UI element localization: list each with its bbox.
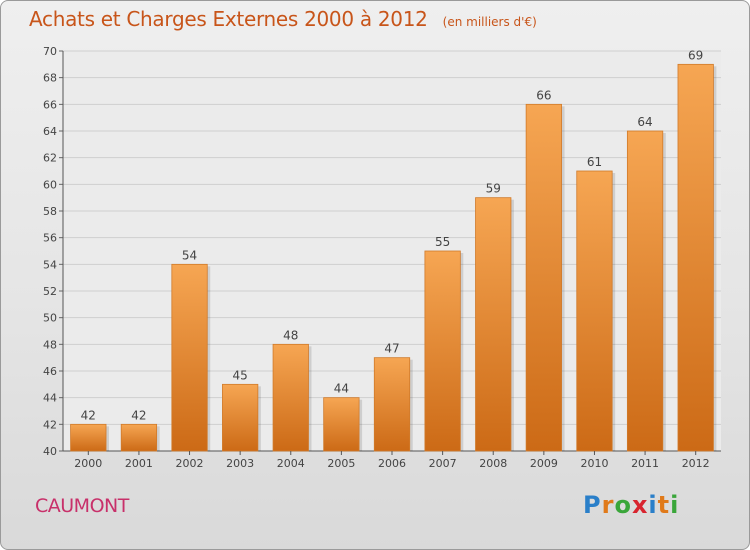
proxiti-logo: Proxiti (583, 491, 679, 519)
logo-letter: o (614, 491, 632, 519)
data-label: 69 (688, 48, 703, 62)
title-row: Achats et Charges Externes 2000 à 2012 (… (29, 7, 537, 31)
data-label: 54 (182, 248, 197, 262)
chart-title: Achats et Charges Externes 2000 à 2012 (29, 7, 428, 31)
bar (373, 357, 411, 452)
data-label: 66 (536, 88, 551, 102)
y-tick-label: 56 (43, 232, 57, 245)
logo-letter: r (601, 491, 615, 519)
commune-name: CAUMONT (35, 495, 129, 517)
data-label: 48 (283, 328, 298, 342)
logo-letter: P (583, 491, 602, 519)
x-tick-label: 2002 (176, 457, 204, 470)
y-tick-label: 62 (43, 152, 57, 165)
y-tick-label: 68 (43, 72, 57, 85)
bar (677, 63, 714, 452)
y-tick-label: 52 (43, 285, 57, 298)
bar (576, 170, 613, 452)
bar (424, 250, 461, 452)
logo-letter: x (631, 491, 649, 519)
y-tick-label: 70 (43, 45, 57, 58)
bar (70, 423, 107, 452)
data-label: 44 (334, 382, 349, 396)
logo-letter: t (657, 491, 671, 519)
data-label: 64 (637, 115, 652, 129)
x-tick-label: 2010 (580, 457, 608, 470)
bar (272, 343, 309, 452)
x-tick-label: 2006 (378, 457, 406, 470)
bar (222, 383, 259, 452)
y-tick-label: 64 (43, 125, 57, 138)
x-tick-label: 2005 (327, 457, 355, 470)
y-tick-label: 50 (43, 312, 57, 325)
x-tick-label: 2000 (74, 457, 102, 470)
bar (171, 263, 208, 452)
data-label: 55 (435, 235, 450, 249)
x-tick-label: 2009 (530, 457, 558, 470)
x-tick-label: 2001 (125, 457, 153, 470)
y-tick-label: 58 (43, 205, 57, 218)
x-tick-label: 2008 (479, 457, 507, 470)
bar (626, 130, 664, 452)
data-label: 45 (233, 368, 248, 382)
data-label: 61 (587, 155, 602, 169)
data-label: 59 (486, 182, 501, 196)
x-tick-label: 2012 (682, 457, 710, 470)
x-tick-label: 2004 (277, 457, 305, 470)
y-tick-label: 54 (43, 258, 57, 271)
bar (525, 103, 562, 452)
data-label: 42 (81, 408, 96, 422)
y-tick-label: 48 (43, 338, 57, 351)
data-label: 42 (131, 408, 146, 422)
y-tick-label: 46 (43, 365, 57, 378)
bar (323, 397, 360, 452)
x-tick-label: 2003 (226, 457, 254, 470)
y-tick-label: 40 (43, 445, 57, 458)
logo-letter: i (670, 491, 680, 519)
chart-subtitle: (en milliers d'€) (442, 15, 537, 29)
y-tick-label: 66 (43, 98, 57, 111)
y-tick-label: 42 (43, 418, 57, 431)
logo-letter: i (648, 491, 658, 519)
y-tick-label: 44 (43, 392, 57, 405)
bar (475, 197, 512, 452)
x-tick-label: 2011 (631, 457, 659, 470)
bar (120, 423, 158, 452)
data-label: 47 (384, 342, 399, 356)
x-tick-label: 2007 (429, 457, 457, 470)
y-tick-label: 60 (43, 178, 57, 191)
